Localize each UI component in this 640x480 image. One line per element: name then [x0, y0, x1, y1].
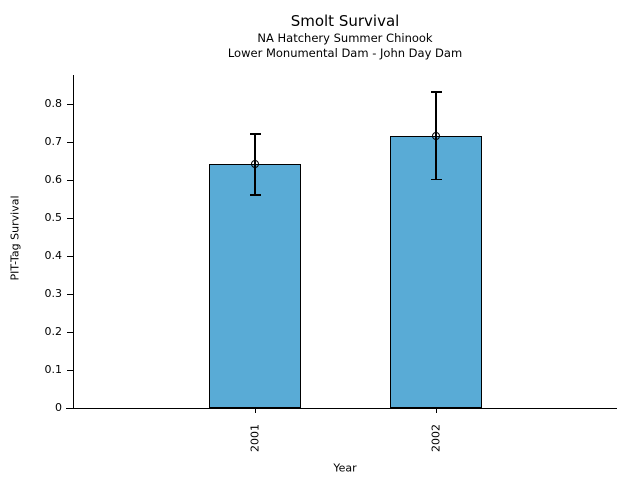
y-tick-label: 0.3 — [44, 286, 63, 300]
y-tick — [67, 141, 74, 143]
y-tick — [67, 331, 74, 333]
chart-title: Smolt Survival — [290, 12, 400, 30]
y-tick-label: 0.8 — [44, 96, 63, 110]
y-axis-spine — [73, 75, 74, 409]
y-tick — [67, 293, 74, 295]
y-tick-label: 0.5 — [44, 210, 63, 224]
x-tick — [436, 408, 437, 413]
x-tick-label: 2002 — [429, 424, 443, 452]
bar-2002 — [390, 135, 482, 408]
y-tick-label: 0.2 — [44, 324, 63, 338]
marker-2001 — [251, 160, 259, 169]
y-tick-label: 0.1 — [44, 362, 63, 376]
y-tick-label: 0.7 — [44, 134, 63, 148]
marker-2002 — [432, 131, 440, 140]
x-axis-spine — [66, 408, 617, 409]
y-tick — [67, 217, 74, 219]
y-tick — [67, 408, 74, 409]
y-tick — [67, 369, 74, 371]
bar-2001 — [209, 164, 301, 408]
y-tick-label: 0.4 — [44, 248, 63, 262]
x-tick-label: 2001 — [248, 424, 262, 452]
error-cap-top-2001 — [249, 133, 261, 135]
y-tick — [67, 255, 74, 257]
chart-subtitle-line1: NA Hatchery Summer Chinook — [257, 31, 433, 45]
y-tick-label: 0.6 — [44, 172, 63, 186]
error-cap-top-2002 — [430, 91, 442, 93]
chart-subtitle-line2: Lower Monumental Dam - John Day Dam — [227, 46, 463, 60]
y-tick — [67, 103, 74, 105]
x-axis-label: Year — [333, 461, 357, 475]
error-cap-bottom-2002 — [430, 178, 442, 181]
y-tick-label: 0 — [55, 401, 62, 414]
x-tick — [255, 408, 256, 413]
y-tick — [67, 179, 74, 181]
error-cap-bottom-2001 — [249, 194, 261, 196]
